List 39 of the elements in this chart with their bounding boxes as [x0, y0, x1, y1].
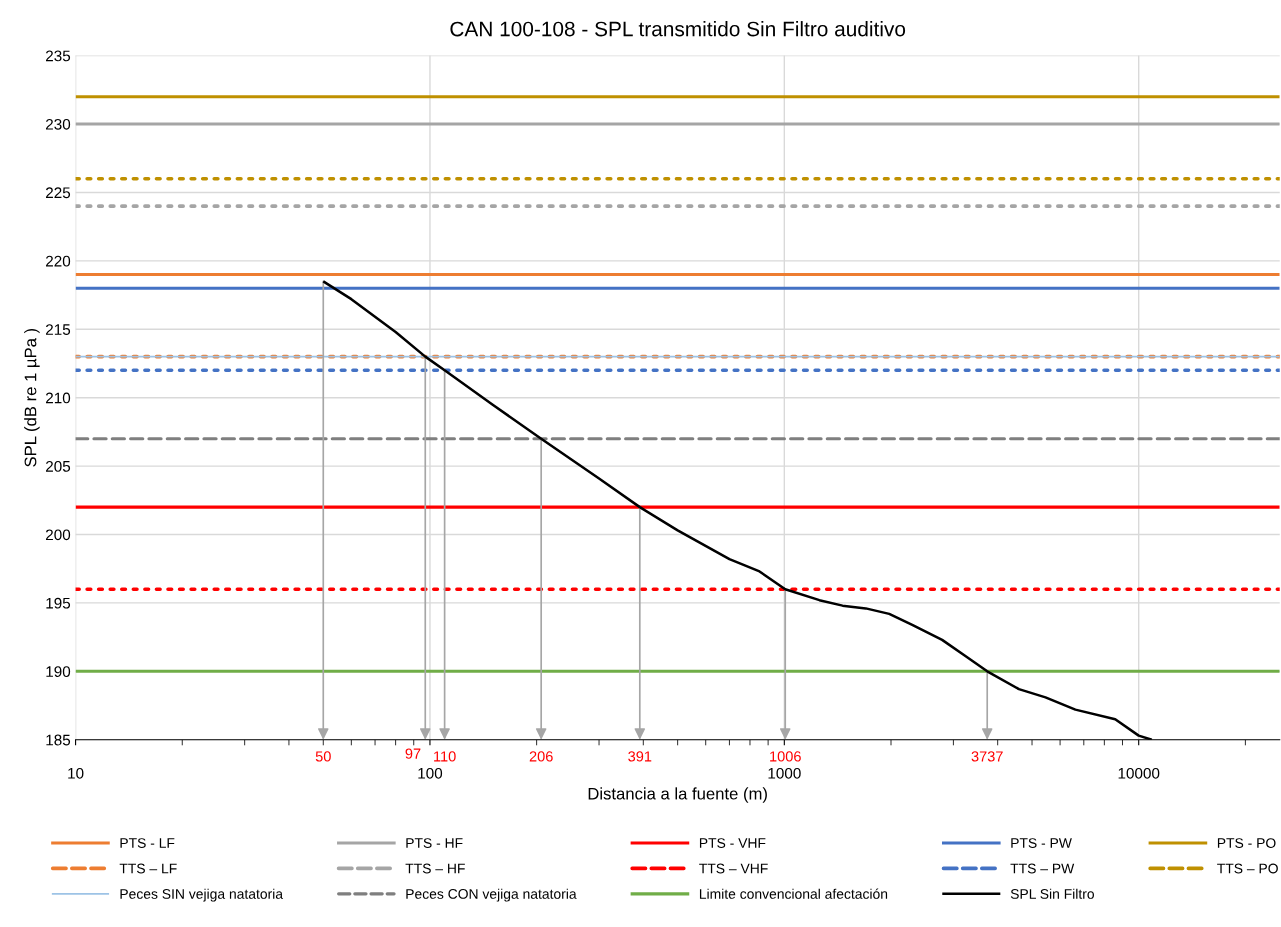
annotation: 97 [405, 748, 421, 759]
y-tick-label: 200 [46, 529, 71, 541]
chart-title: CAN 100-108 - SPL transmitido Sin Filtro auditivo [450, 21, 906, 37]
y-tick-label: 185 [46, 734, 71, 746]
y-tick-label: 225 [46, 187, 71, 199]
legend-label: Peces CON vejiga natatoria [406, 888, 577, 902]
legend-label: TTS – LF [119, 863, 177, 874]
x-tick-label: 100 [418, 767, 443, 779]
annotation: 391 [628, 751, 652, 762]
legend-label: Limite convencional afectación [699, 888, 888, 899]
legend-label: Peces SIN vejiga natatoria [120, 888, 284, 902]
y-tick-label: 215 [46, 324, 71, 335]
y-tick-label: 210 [46, 392, 71, 404]
y-tick-label: 190 [46, 666, 71, 678]
y-axis-title: SPL (dB re 1 µPa ) [24, 328, 40, 467]
legend-label: PTS - PW [1011, 838, 1072, 848]
x-axis-title: Distancia a la fuente (m) [588, 787, 767, 803]
y-tick-label: 230 [46, 118, 71, 130]
legend-label: TTS – VHF [699, 863, 768, 874]
y-tick-label: 220 [46, 255, 71, 267]
y-tick-label: 195 [46, 597, 71, 609]
legend-label: TTS – HF [405, 863, 465, 874]
x-tick-label: 10 [68, 767, 84, 779]
legend-label: PTS - LF [120, 838, 175, 848]
annotation: 1006 [770, 751, 801, 762]
legend-label: PTS - HF [406, 838, 463, 848]
legend-label: TTS – PW [1010, 863, 1075, 874]
annotation: 3737 [971, 751, 1003, 762]
legend-label: TTS – PO [1217, 863, 1278, 874]
annotation: 50 [315, 751, 331, 762]
legend-label: SPL Sin Filtro [1010, 888, 1094, 899]
y-tick-label: 205 [46, 460, 71, 472]
annotation: 110 [434, 751, 456, 762]
annotation: 206 [529, 751, 553, 762]
legend-label: PTS - PO [1217, 838, 1276, 848]
legend-label: PTS - VHF [699, 838, 766, 848]
y-tick-label: 235 [46, 50, 71, 62]
x-tick-label: 10000 [1118, 767, 1160, 779]
x-tick-label: 1000 [768, 767, 801, 779]
